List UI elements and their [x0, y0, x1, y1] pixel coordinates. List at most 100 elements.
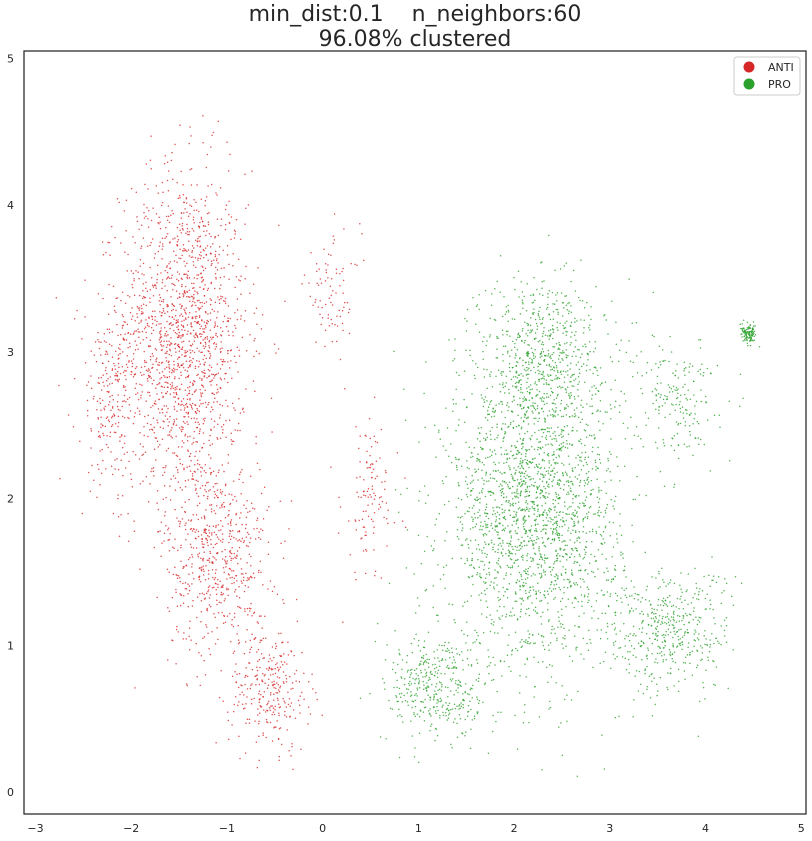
data-point: [553, 506, 555, 509]
data-point: [546, 427, 549, 429]
data-point: [147, 380, 149, 382]
data-point: [557, 386, 559, 389]
data-point: [208, 454, 210, 456]
data-point: [191, 563, 193, 565]
data-point: [562, 647, 564, 649]
data-point: [86, 409, 89, 412]
data-point: [494, 463, 497, 466]
data-point: [170, 429, 172, 431]
data-point: [491, 618, 493, 621]
data-point: [239, 412, 242, 414]
data-point: [206, 289, 209, 291]
data-point: [594, 461, 597, 464]
data-point: [159, 411, 161, 414]
data-point: [355, 578, 357, 581]
data-point: [262, 732, 264, 734]
data-point: [614, 575, 616, 578]
data-point: [372, 468, 375, 470]
data-point: [539, 591, 542, 594]
data-point: [547, 470, 549, 472]
data-point: [497, 434, 499, 436]
data-point: [548, 619, 550, 621]
data-point: [121, 327, 124, 329]
data-point: [208, 364, 211, 366]
data-point: [195, 201, 197, 203]
data-point: [385, 517, 388, 520]
data-point: [510, 530, 512, 532]
data-point: [535, 590, 537, 593]
data-point: [156, 278, 158, 281]
data-point: [184, 369, 186, 371]
data-point: [500, 453, 503, 456]
data-point: [525, 477, 527, 479]
data-point: [224, 297, 227, 300]
data-point: [203, 363, 205, 365]
data-point: [175, 391, 178, 394]
data-point: [526, 322, 528, 325]
data-point: [455, 464, 458, 467]
data-point: [124, 251, 126, 253]
data-point: [555, 308, 557, 311]
data-point: [255, 307, 258, 310]
data-point: [234, 286, 236, 289]
data-point: [203, 551, 205, 553]
data-point: [142, 453, 145, 455]
data-point: [565, 519, 567, 522]
data-point: [535, 491, 538, 494]
data-point: [211, 308, 213, 311]
data-point: [524, 641, 527, 644]
data-point: [575, 339, 577, 342]
data-point: [159, 331, 161, 333]
data-point: [558, 449, 561, 451]
data-point: [118, 378, 121, 380]
data-point: [202, 402, 204, 405]
data-point: [214, 272, 217, 275]
data-point: [164, 381, 166, 384]
data-point: [180, 232, 183, 234]
data-point: [456, 528, 459, 531]
data-point: [108, 331, 111, 334]
data-point: [285, 716, 288, 718]
data-point: [469, 649, 472, 651]
data-point: [108, 343, 111, 346]
data-point: [569, 476, 571, 478]
data-point: [295, 680, 297, 682]
data-point: [470, 663, 473, 666]
data-point: [470, 456, 472, 458]
data-point: [477, 634, 479, 637]
data-point: [188, 340, 190, 342]
data-point: [148, 209, 150, 212]
data-point: [418, 604, 420, 607]
data-point: [260, 653, 263, 655]
data-point: [243, 590, 246, 593]
data-point: [480, 521, 482, 524]
data-point: [143, 350, 145, 353]
data-point: [117, 347, 120, 349]
data-point: [185, 564, 187, 566]
data-point: [564, 637, 566, 640]
data-point: [164, 269, 166, 272]
data-point: [213, 310, 216, 312]
data-point: [537, 661, 540, 664]
data-point: [251, 683, 253, 685]
data-point: [516, 649, 519, 652]
data-point: [194, 256, 197, 259]
data-point: [180, 404, 182, 406]
data-point: [217, 583, 219, 586]
data-point: [560, 518, 562, 521]
data-point: [240, 318, 242, 320]
data-point: [138, 322, 140, 324]
data-point: [527, 417, 529, 419]
data-point: [171, 274, 173, 276]
data-point: [541, 557, 543, 559]
data-point: [206, 230, 208, 232]
data-point: [132, 286, 134, 289]
data-point: [456, 466, 458, 469]
data-point: [198, 651, 200, 654]
data-point: [100, 376, 102, 379]
data-point: [613, 500, 616, 502]
data-point: [150, 332, 153, 335]
data-point: [283, 653, 285, 655]
data-point: [187, 519, 190, 521]
data-point: [117, 408, 120, 411]
